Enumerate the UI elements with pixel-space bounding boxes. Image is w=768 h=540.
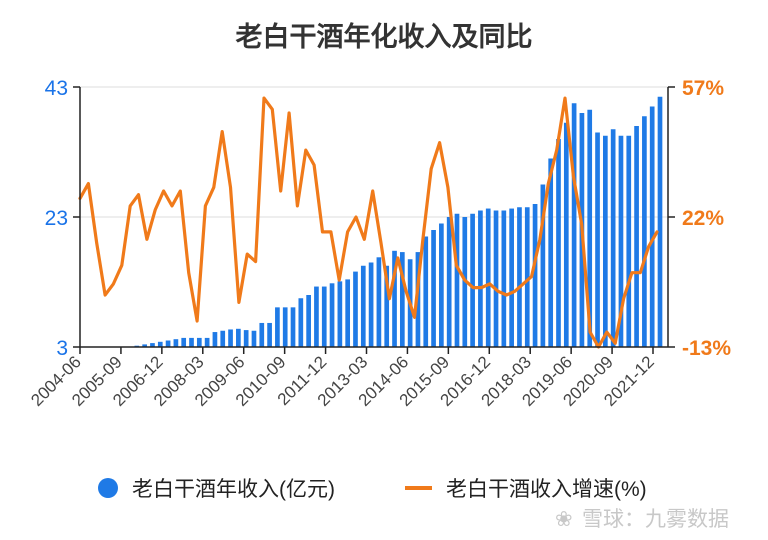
bar (236, 328, 241, 347)
bar (360, 265, 366, 347)
bar (267, 322, 272, 347)
bar (243, 330, 249, 347)
bar (423, 236, 429, 347)
growth-line (78, 96, 659, 349)
line-series (78, 96, 659, 349)
bar (493, 210, 499, 347)
bar (595, 132, 600, 347)
bar (657, 96, 663, 347)
bar (571, 103, 577, 347)
left-tick-label: 23 (45, 207, 68, 230)
bar (212, 332, 218, 347)
bar (454, 213, 460, 347)
bar (431, 230, 436, 347)
right-tick-label: -13% (682, 337, 731, 360)
legend-bar-label: 老白干酒年收入(亿元) (132, 478, 335, 501)
bar (603, 135, 608, 347)
bar (610, 129, 616, 347)
bar (501, 210, 507, 347)
bar (556, 139, 561, 347)
bar (517, 207, 522, 347)
bar (181, 337, 187, 347)
bar (196, 337, 202, 347)
bar (470, 213, 475, 347)
bar (634, 126, 639, 347)
bar (548, 158, 554, 347)
bar (509, 208, 514, 347)
bar (150, 343, 155, 347)
legend-line-label: 老白干酒收入增速(%) (446, 478, 647, 501)
bar (329, 283, 335, 347)
bar (345, 279, 351, 347)
bar (524, 207, 530, 347)
bar (649, 106, 655, 347)
bar (618, 135, 624, 347)
bar (478, 210, 483, 347)
bar (290, 307, 296, 347)
bar (563, 122, 569, 347)
bar (251, 330, 257, 347)
bar (165, 340, 171, 347)
bar (189, 337, 194, 347)
bar (204, 337, 210, 347)
bar (353, 271, 358, 347)
watermark: ❀ 雪球：九雾数据 (555, 508, 729, 531)
bar (399, 252, 405, 347)
right-tick-label: 22% (682, 207, 724, 230)
bar (384, 265, 390, 347)
legend: 老白干酒年收入(亿元) 老白干酒收入增速(%) (98, 478, 647, 501)
left-tick-label: 3 (56, 337, 68, 360)
bar (298, 298, 304, 347)
bar (142, 344, 147, 347)
bar-series (134, 96, 663, 347)
bar (540, 184, 546, 347)
bar (626, 135, 632, 347)
bar (587, 109, 593, 347)
bar (368, 262, 374, 347)
bar (392, 250, 397, 347)
bar (220, 330, 226, 347)
watermark-logo-icon: ❀ (555, 508, 573, 531)
right-axis-ticks: 57% 22% -13% (668, 77, 731, 360)
bar (228, 329, 233, 347)
bar (321, 286, 327, 347)
bar (306, 295, 311, 347)
right-tick-label: 57% (682, 77, 724, 100)
left-tick-label: 43 (45, 77, 68, 100)
bar (157, 341, 163, 347)
x-axis-ticks: 2004-062005-092006-122008-032009-062010-… (27, 347, 658, 410)
bar (376, 257, 382, 347)
bar (259, 322, 265, 347)
bar (173, 339, 179, 347)
bar (532, 204, 538, 347)
bar (314, 286, 319, 347)
watermark-text: 雪球：九雾数据 (582, 508, 729, 531)
bar (282, 307, 288, 347)
bar (337, 281, 343, 347)
bar (446, 217, 452, 347)
bar (642, 116, 647, 347)
bar (485, 208, 491, 347)
chart-title: 老白干酒年化收入及同比 (236, 21, 533, 52)
bar (275, 307, 280, 347)
legend-bar-swatch (98, 478, 118, 498)
left-axis-ticks: 43 23 3 (45, 77, 80, 360)
bar (439, 223, 444, 347)
